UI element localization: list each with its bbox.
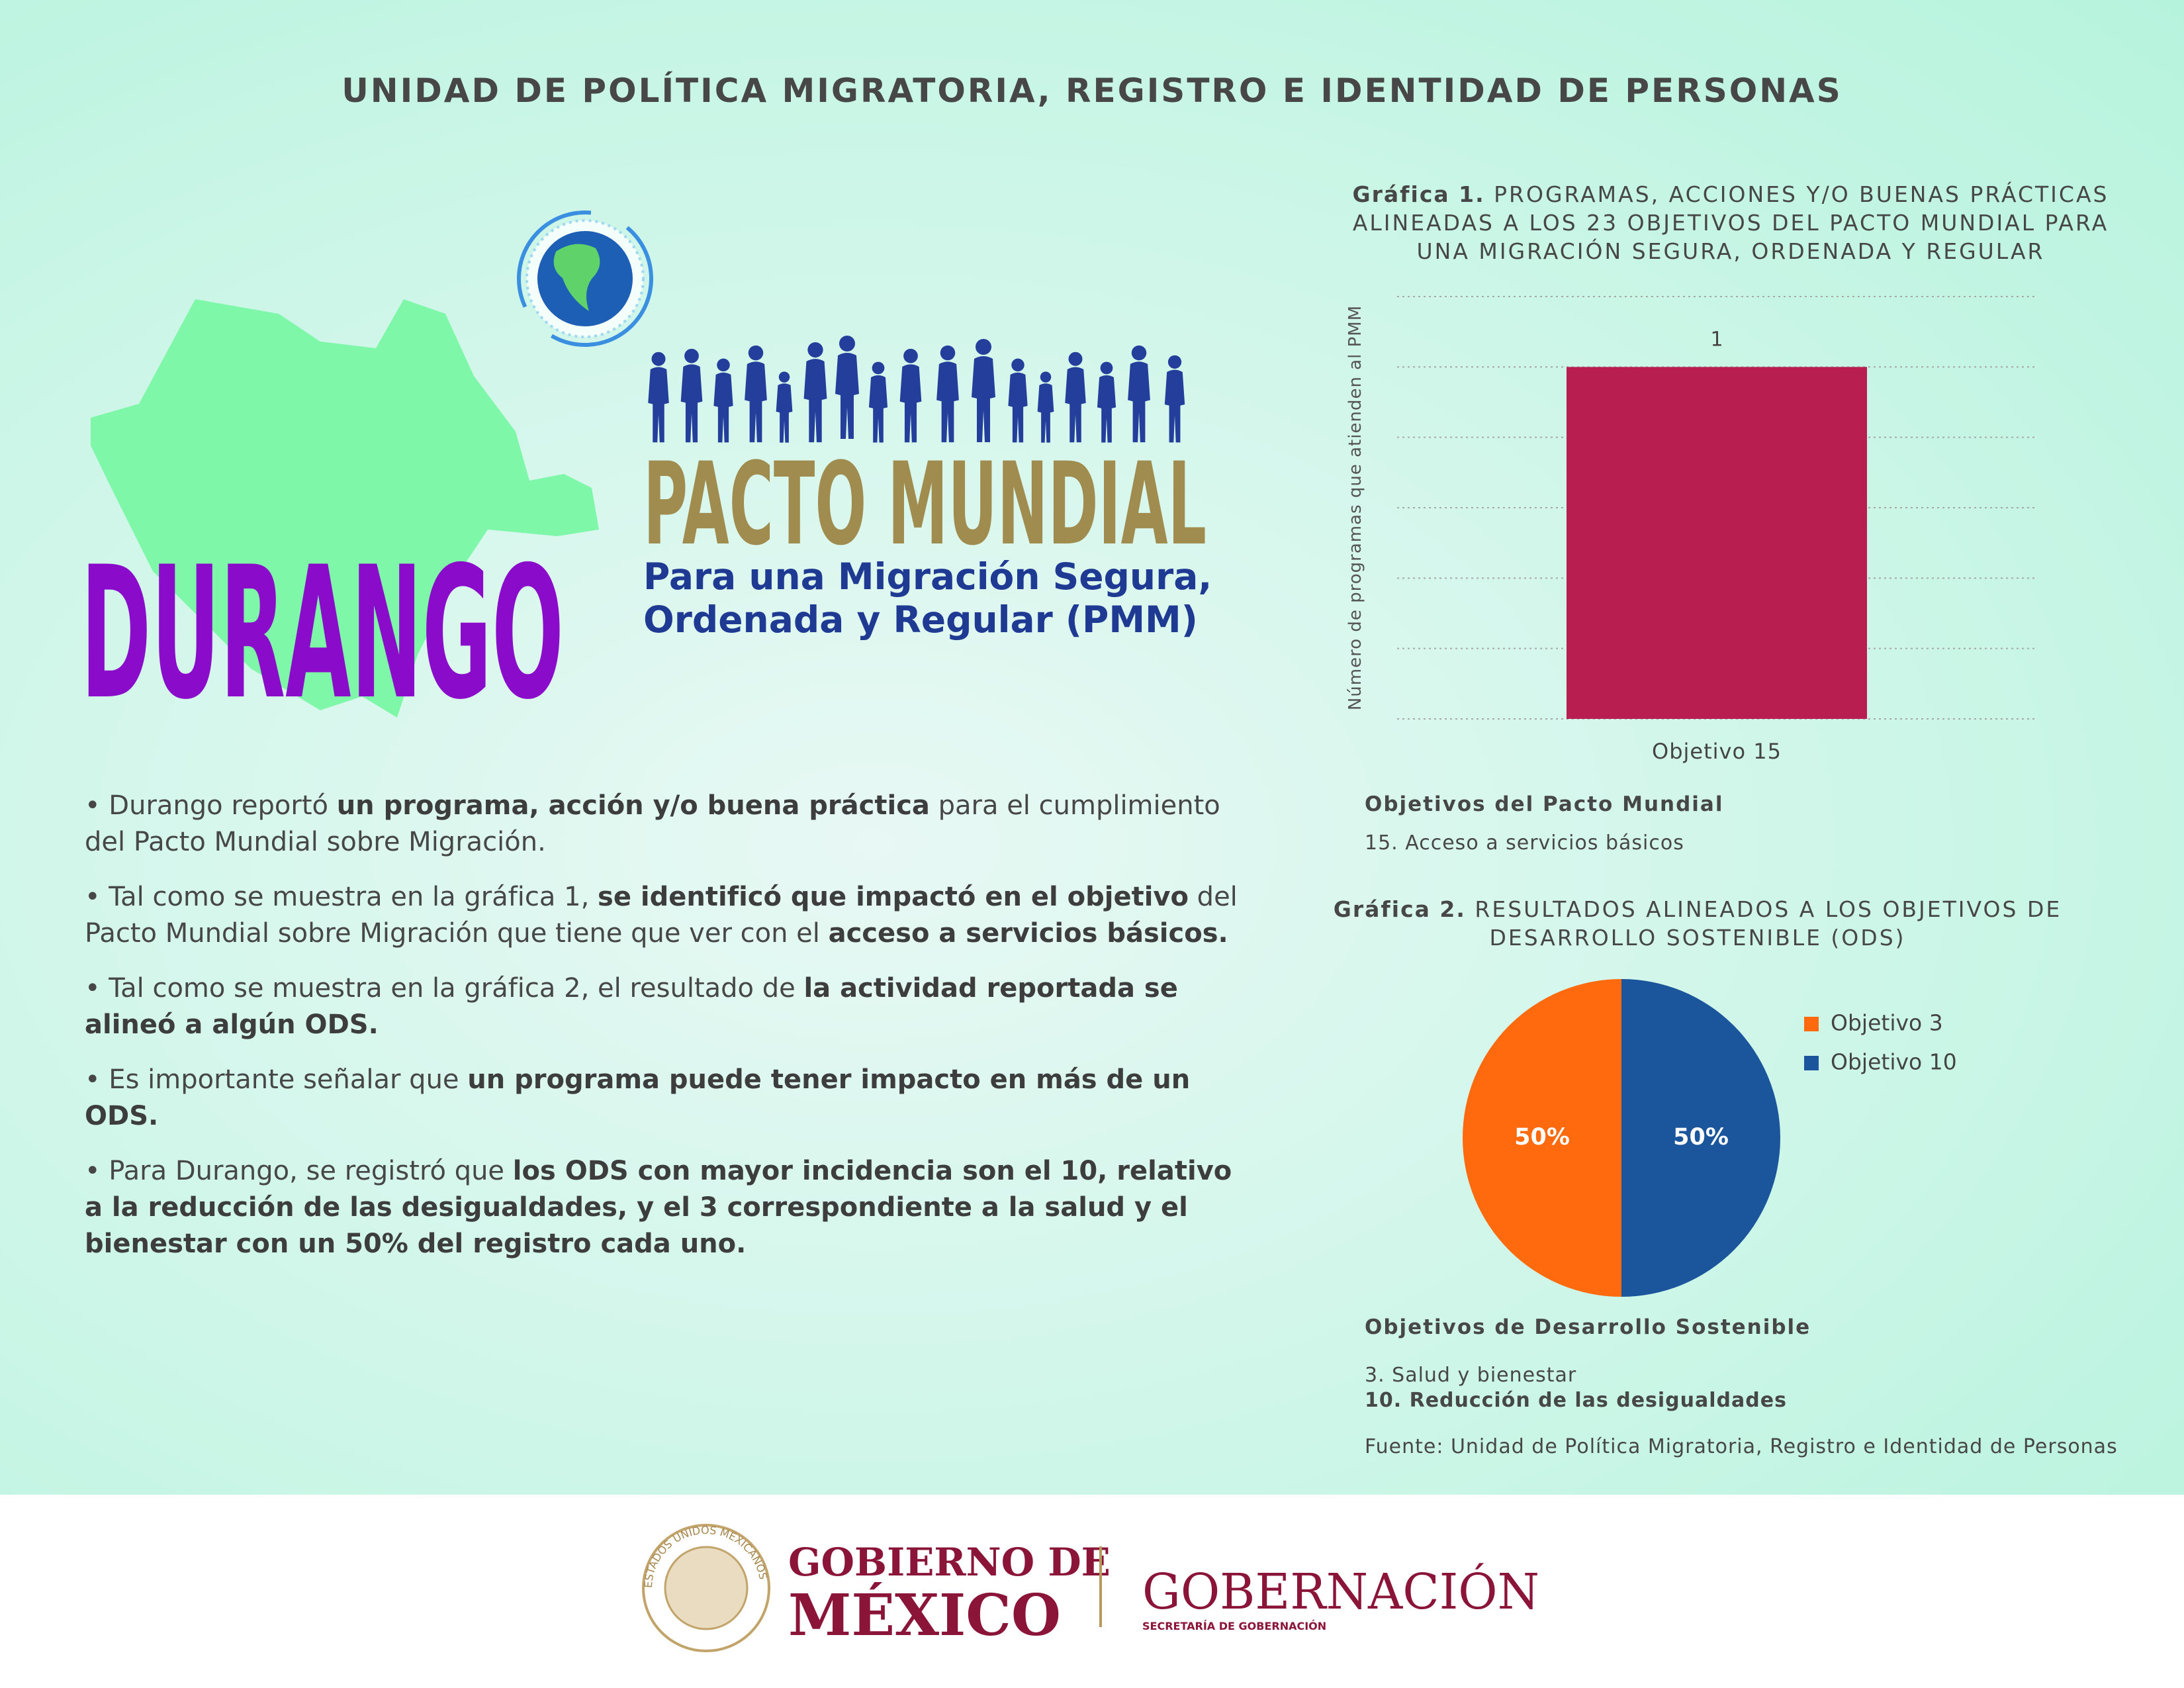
notes-title: Objetivos del Pacto Mundial: [1365, 792, 1724, 816]
bar: [1566, 367, 1868, 719]
logo-subtitle: Ordenada y Regular (PMM): [643, 598, 1198, 641]
bullet-bold-text: la actividad reportada se alineó a algún…: [85, 973, 1178, 1040]
bullet-text: • Para Durango, se registró que: [85, 1156, 513, 1186]
chart-title: Gráfica 1. PROGRAMAS, ACCIONES Y/O BUENA…: [1330, 180, 2131, 265]
legend-label: Objetivo 3: [1831, 1010, 1943, 1036]
gov-line: GOBIERNO DE: [788, 1540, 1111, 1585]
bullet-list: • Durango reportó un programa, acción y/…: [85, 788, 1256, 1281]
legend-swatch: [1804, 1056, 1819, 1070]
bullet-bold-text: se identificó que impactó en el objetivo: [598, 882, 1189, 912]
pie-slice: [1621, 979, 1780, 1297]
logo-subtitle: Para una Migración Segura,: [643, 555, 1212, 598]
gov-line: MÉXICO: [788, 1582, 1061, 1649]
bullet-text: para el cumplimiento del Pacto Mundial s…: [85, 790, 1220, 857]
pie-slice: [1463, 979, 1621, 1297]
logo-title: PACTO MUNDIAL: [643, 438, 1206, 571]
bullet: • Para Durango, se registró que los ODS …: [85, 1153, 1256, 1262]
state-map: [91, 299, 599, 718]
bullet: • Tal como se muestra en la gráfica 1, s…: [85, 879, 1256, 952]
ministry-sub: SECRETARÍA DE GOBERNACIÓN: [1142, 1620, 1326, 1632]
ministry: GOBERNACIÓN: [1142, 1562, 1539, 1620]
legend-swatch: [1804, 1017, 1819, 1031]
notes-title: Objetivos de Desarrollo Sostenible: [1365, 1315, 1811, 1339]
bullet-text: • Es importante señalar que: [85, 1064, 468, 1095]
legend-label: Objetivo 10: [1831, 1049, 1957, 1075]
note: 3. Salud y bienestar: [1365, 1364, 1577, 1387]
bullet: • Durango reportó un programa, acción y/…: [85, 788, 1256, 861]
bullet-bold-text: un programa puede tener impacto en más d…: [85, 1064, 1191, 1131]
chart-title-text: PROGRAMAS, ACCIONES Y/O BUENAS PRÁCTICAS…: [1352, 181, 2109, 264]
x-tick-label: Objetivo 15: [1652, 739, 1782, 764]
bullet-bold-text: acceso a servicios básicos.: [828, 918, 1228, 949]
bullet: • Tal como se muestra en la gráfica 2, e…: [85, 970, 1256, 1043]
bullet-bold-text: un programa, acción y/o buena práctica: [336, 790, 930, 821]
note: 15. Acceso a servicios básicos: [1365, 831, 1684, 855]
bullet-text: del Pacto Mundial sobre Migración que ti…: [85, 882, 1238, 949]
header-title: UNIDAD DE POLÍTICA MIGRATORIA, REGISTRO …: [341, 71, 1843, 110]
bullet-bold-text: los ODS con mayor incidencia son el 10, …: [85, 1156, 1232, 1259]
footer-band: [0, 1495, 2184, 1688]
chart-title-text: RESULTADOS ALINEADOS A LOS OBJETIVOS DE …: [1475, 896, 2062, 951]
bullet-text: • Durango reportó: [85, 790, 337, 821]
data-label: 50%: [1673, 1124, 1729, 1150]
chart-title-label: Gráfica 1.: [1352, 181, 1485, 207]
bullet-text: • Tal como se muestra en la gráfica 2, e…: [85, 973, 804, 1004]
globe: [517, 211, 653, 347]
bullet-text: • Tal como se muestra en la gráfica 1,: [85, 882, 598, 912]
source: Fuente: Unidad de Política Migratoria, R…: [1365, 1435, 2118, 1458]
y-axis-label: Número de programas que atienden al PMM: [1345, 305, 1365, 710]
data-label: 50%: [1514, 1124, 1570, 1150]
note: 10. Reducción de las desigualdades: [1365, 1389, 1787, 1412]
bullet: • Es importante señalar que un programa …: [85, 1062, 1256, 1135]
state-name: DURANGO: [81, 528, 564, 739]
data-label: 1: [1710, 328, 1723, 351]
people-silhouettes: [648, 336, 1185, 443]
chart-title: Gráfica 2. RESULTADOS ALINEADOS A LOS OB…: [1317, 895, 2078, 952]
chart-title-label: Gráfica 2.: [1333, 896, 1466, 922]
